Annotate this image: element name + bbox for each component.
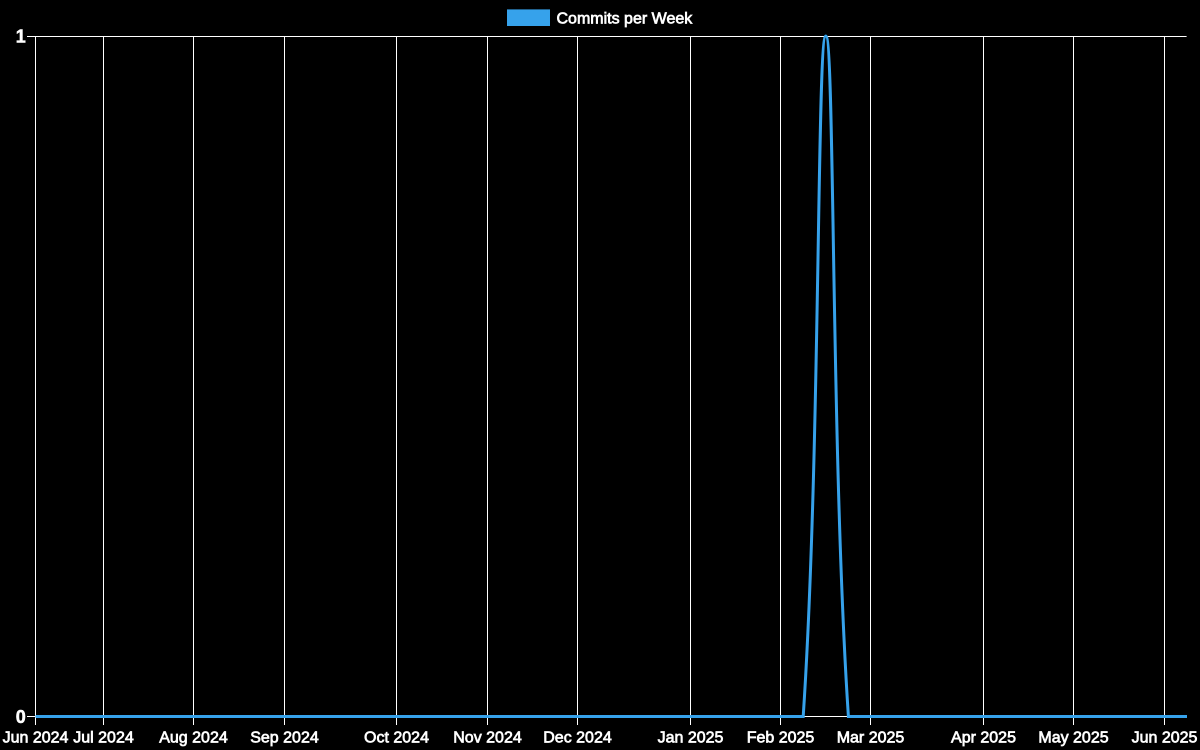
svg-text:Feb 2025: Feb 2025 [747,730,815,747]
svg-text:Jun 2025: Jun 2025 [1132,730,1198,747]
svg-text:1: 1 [16,26,26,46]
svg-text:Commits per Week: Commits per Week [557,11,694,28]
svg-text:Nov 2024: Nov 2024 [453,730,522,747]
svg-text:Jan 2025: Jan 2025 [658,730,724,747]
svg-text:Jun 2024: Jun 2024 [3,730,69,747]
svg-text:Jul 2024: Jul 2024 [73,730,134,747]
svg-text:Sep 2024: Sep 2024 [250,730,319,747]
svg-text:Aug 2024: Aug 2024 [159,730,228,747]
svg-text:Oct 2024: Oct 2024 [364,730,429,747]
svg-text:Mar 2025: Mar 2025 [837,730,905,747]
svg-text:Apr 2025: Apr 2025 [951,730,1016,747]
svg-text:0: 0 [16,707,26,727]
svg-text:May 2025: May 2025 [1038,730,1108,747]
svg-text:Dec 2024: Dec 2024 [543,730,612,747]
